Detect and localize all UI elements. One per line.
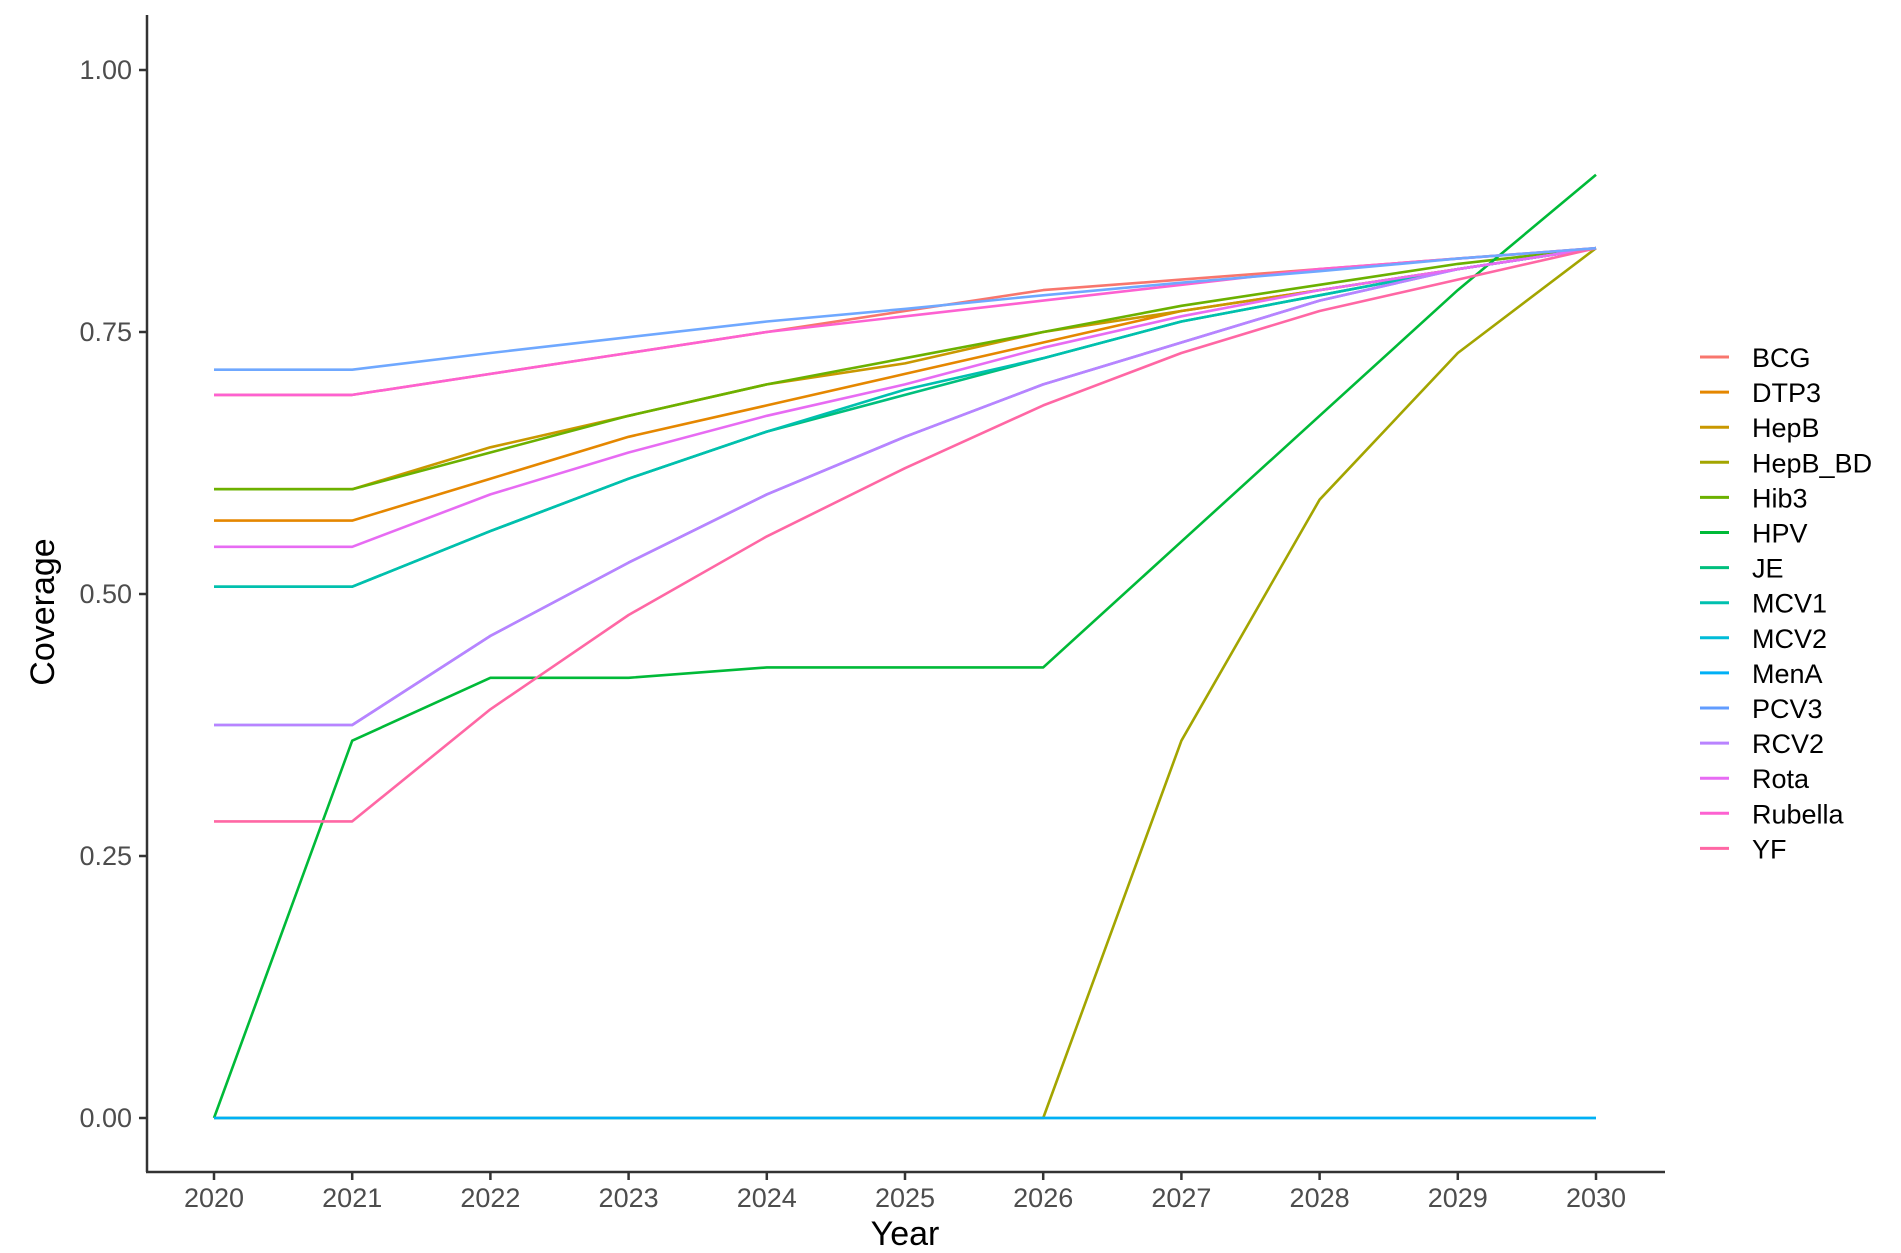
legend-label: DTP3	[1752, 378, 1821, 408]
series-line-rota	[214, 246, 1597, 549]
legend-label: PCV3	[1752, 694, 1823, 724]
x-axis-title: Year	[871, 1215, 940, 1248]
y-tick-label: 0.00	[79, 1103, 132, 1133]
x-axis-ticks: 2020 2021 2022 2023 2024 2025 2026 2027 2028 2029…	[184, 1172, 1626, 1213]
series-layer	[212, 173, 1597, 1120]
legend-item-je: JE	[1700, 554, 1784, 584]
series-line-je	[214, 246, 1597, 589]
legend-label: HepB	[1752, 413, 1820, 443]
series-line-rcv2	[214, 246, 1597, 727]
legend-label: JE	[1752, 554, 1784, 584]
legend-item-rubella: Rubella	[1700, 799, 1845, 829]
legend-item-hepb-bd: HepB_BD	[1700, 448, 1872, 478]
x-tick-label: 2025	[875, 1183, 935, 1213]
series-line-unlabeled-15	[214, 246, 1597, 372]
x-tick-label: 2029	[1428, 1183, 1488, 1213]
legend-label: MenA	[1752, 659, 1823, 689]
legend-item-hepb: HepB	[1700, 413, 1820, 443]
legend-label: HPV	[1752, 519, 1808, 549]
x-tick-label: 2021	[322, 1183, 382, 1213]
legend-item-bcg: BCG	[1700, 343, 1811, 373]
legend-item-pcv3: PCV3	[1700, 694, 1823, 724]
legend-label: YF	[1752, 834, 1787, 864]
series-line-hepb-bd	[214, 247, 1597, 1120]
legend-label: Rota	[1752, 764, 1810, 794]
x-tick-label: 2023	[599, 1183, 659, 1213]
legend-item-yf: YF	[1700, 834, 1787, 864]
legend-item-hib3: Hib3	[1700, 483, 1808, 513]
legend-label: MCV1	[1752, 589, 1827, 619]
y-tick-label: 1.00	[79, 55, 132, 85]
series-line-rubella	[214, 246, 1597, 397]
y-axis-ticks: 0.00 0.25 0.50 0.75 1.00	[79, 55, 147, 1133]
x-tick-label: 2030	[1566, 1183, 1626, 1213]
legend-label: Hib3	[1752, 483, 1808, 513]
legend-item-mena: MenA	[1700, 659, 1823, 689]
legend-item-mcv2: MCV2	[1700, 624, 1827, 654]
legend-label: HepB_BD	[1752, 448, 1872, 478]
x-tick-label: 2024	[737, 1183, 797, 1213]
legend: BCG DTP3 HepB HepB_BD Hib3 HPV JE MCV1 MCV2 MenA P…	[1700, 343, 1872, 864]
x-tick-label: 2022	[460, 1183, 520, 1213]
legend-item-dtp3: DTP3	[1700, 378, 1821, 408]
x-tick-label: 2026	[1013, 1183, 1073, 1213]
series-line-hib3	[214, 246, 1597, 491]
x-tick-label: 2020	[184, 1183, 244, 1213]
legend-label: BCG	[1752, 343, 1811, 373]
legend-label: MCV2	[1752, 624, 1827, 654]
y-tick-label: 0.25	[79, 841, 132, 871]
series-line-hpv	[212, 173, 1597, 1119]
legend-item-hpv: HPV	[1700, 519, 1808, 549]
y-axis-title: Coverage	[24, 538, 62, 685]
y-tick-label: 0.75	[79, 317, 132, 347]
legend-item-rcv2: RCV2	[1700, 729, 1824, 759]
x-tick-label: 2027	[1151, 1183, 1211, 1213]
legend-label: RCV2	[1752, 729, 1824, 759]
series-line-pcv3	[214, 246, 1597, 727]
legend-label: Rubella	[1752, 799, 1845, 829]
legend-item-rota: Rota	[1700, 764, 1810, 794]
series-line-yf	[214, 246, 1597, 823]
x-tick-label: 2028	[1290, 1183, 1350, 1213]
y-tick-label: 0.50	[79, 579, 132, 609]
legend-item-mcv1: MCV1	[1700, 589, 1827, 619]
series-line-mcv1	[214, 246, 1597, 589]
